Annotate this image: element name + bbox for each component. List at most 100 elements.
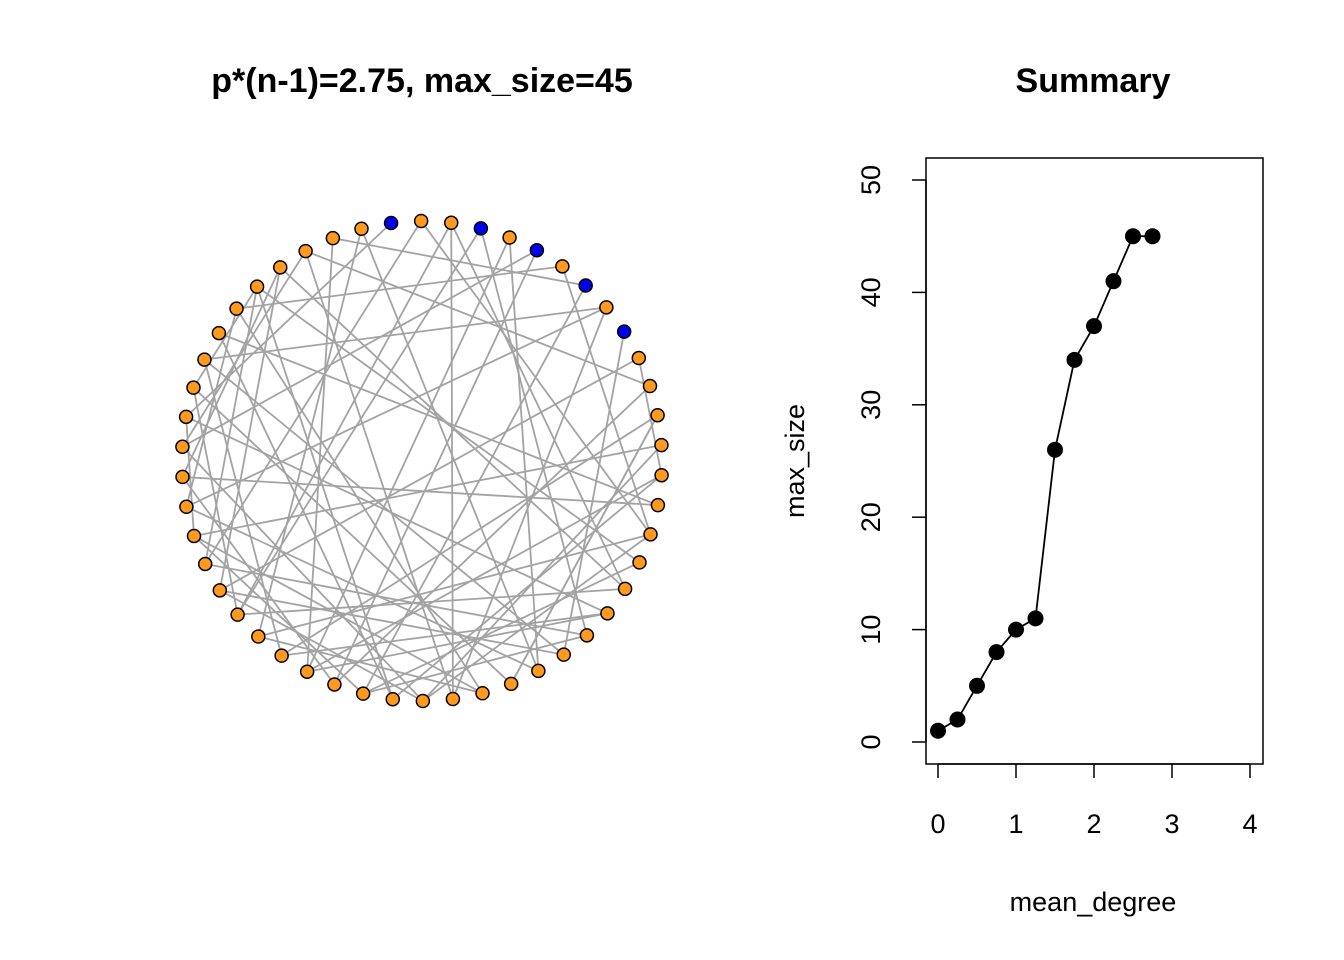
network-node bbox=[186, 380, 201, 395]
network-node bbox=[413, 213, 429, 229]
y-tick-label: 30 bbox=[856, 390, 886, 420]
network-edge bbox=[204, 220, 422, 565]
network-node bbox=[632, 555, 647, 570]
network-edge bbox=[219, 589, 564, 656]
x-axis: 0 1 2 3 4 bbox=[930, 763, 1258, 839]
y-tick-label: 0 bbox=[856, 734, 886, 749]
data-point bbox=[1066, 351, 1083, 368]
network-nodes bbox=[175, 213, 669, 709]
network-node bbox=[212, 583, 228, 598]
network-node bbox=[230, 607, 245, 622]
network-edge bbox=[422, 444, 663, 702]
network-edge bbox=[510, 414, 659, 685]
network-edge bbox=[306, 474, 663, 673]
network-edge bbox=[185, 416, 608, 615]
network-edge bbox=[186, 505, 539, 672]
network-edge bbox=[304, 250, 454, 700]
network-node bbox=[327, 677, 342, 692]
network-edge bbox=[333, 249, 538, 685]
data-point bbox=[1144, 228, 1161, 245]
x-tick-label: 0 bbox=[930, 809, 945, 839]
network-node bbox=[650, 497, 666, 513]
network-edge bbox=[181, 249, 538, 448]
network-edge bbox=[257, 228, 363, 637]
network-node bbox=[299, 664, 315, 679]
y-tick-label: 20 bbox=[856, 502, 886, 532]
network-panel: p*(n-1)=2.75, max_size=45 bbox=[175, 62, 669, 709]
x-tick-label: 1 bbox=[1008, 809, 1023, 839]
network-edge bbox=[182, 476, 658, 507]
network-edge bbox=[422, 533, 652, 702]
network-node-highlighted bbox=[529, 243, 545, 258]
network-edge bbox=[181, 446, 424, 702]
network-edge bbox=[204, 306, 607, 361]
network-edge bbox=[236, 227, 482, 616]
network-node bbox=[178, 409, 194, 425]
network-edge bbox=[392, 474, 663, 700]
network-edge bbox=[204, 286, 258, 565]
network-edge bbox=[281, 612, 608, 657]
network-node bbox=[197, 352, 212, 367]
network-node bbox=[197, 556, 213, 572]
network-edge bbox=[218, 267, 282, 591]
network-edge bbox=[637, 357, 663, 476]
network-node bbox=[599, 300, 614, 315]
network-node bbox=[274, 648, 289, 663]
data-point bbox=[1086, 318, 1102, 335]
network-node bbox=[654, 467, 669, 483]
network-edge bbox=[362, 285, 587, 695]
network-node bbox=[617, 581, 633, 597]
network-edge bbox=[192, 286, 258, 389]
network-edge bbox=[185, 308, 238, 508]
network-node bbox=[631, 350, 647, 366]
network-edge bbox=[362, 634, 588, 695]
network-edge bbox=[192, 387, 239, 615]
network-edge bbox=[193, 535, 364, 695]
network-node bbox=[354, 221, 369, 237]
data-point bbox=[930, 722, 946, 739]
network-edges bbox=[181, 220, 663, 702]
y-axis-label: max_size bbox=[780, 404, 810, 518]
y-axis: 0 10 20 30 40 50 bbox=[856, 165, 927, 750]
network-edge bbox=[203, 358, 565, 656]
network-node bbox=[445, 691, 461, 707]
x-axis-label: mean_degree bbox=[1010, 887, 1177, 917]
network-node bbox=[175, 439, 190, 455]
network-edge bbox=[218, 332, 394, 700]
network-edge bbox=[219, 357, 640, 592]
network-node bbox=[229, 301, 244, 316]
network-edge bbox=[181, 266, 282, 478]
network-node bbox=[251, 629, 266, 644]
network-edge bbox=[193, 535, 483, 695]
network-node bbox=[642, 378, 658, 394]
data-point bbox=[988, 644, 1005, 661]
y-tick-label: 50 bbox=[856, 165, 886, 195]
data-point bbox=[969, 677, 985, 694]
network-node bbox=[650, 407, 665, 423]
network-node bbox=[503, 676, 519, 692]
network-node bbox=[249, 279, 265, 294]
network-node-highlighted bbox=[383, 215, 399, 231]
network-node bbox=[654, 437, 669, 453]
network-edge bbox=[236, 222, 453, 616]
network-edge bbox=[235, 308, 484, 694]
network-edge bbox=[281, 414, 659, 657]
x-tick-label: 4 bbox=[1242, 809, 1257, 839]
summary-title: Summary bbox=[1016, 62, 1171, 100]
series-max-size bbox=[930, 228, 1161, 739]
network-node bbox=[211, 325, 227, 341]
plot-box bbox=[925, 157, 1264, 765]
network-node bbox=[531, 663, 546, 679]
network-edge bbox=[562, 331, 626, 655]
network-edge bbox=[306, 237, 511, 673]
network-node bbox=[355, 686, 371, 701]
x-tick-label: 3 bbox=[1164, 809, 1179, 839]
network-node bbox=[556, 647, 572, 662]
x-tick-label: 2 bbox=[1086, 809, 1101, 839]
network-node bbox=[555, 259, 570, 274]
network-node bbox=[385, 691, 401, 707]
network-edge bbox=[185, 222, 392, 418]
network-edge bbox=[256, 286, 394, 700]
network-edge bbox=[508, 237, 540, 671]
network-edge bbox=[305, 250, 651, 387]
